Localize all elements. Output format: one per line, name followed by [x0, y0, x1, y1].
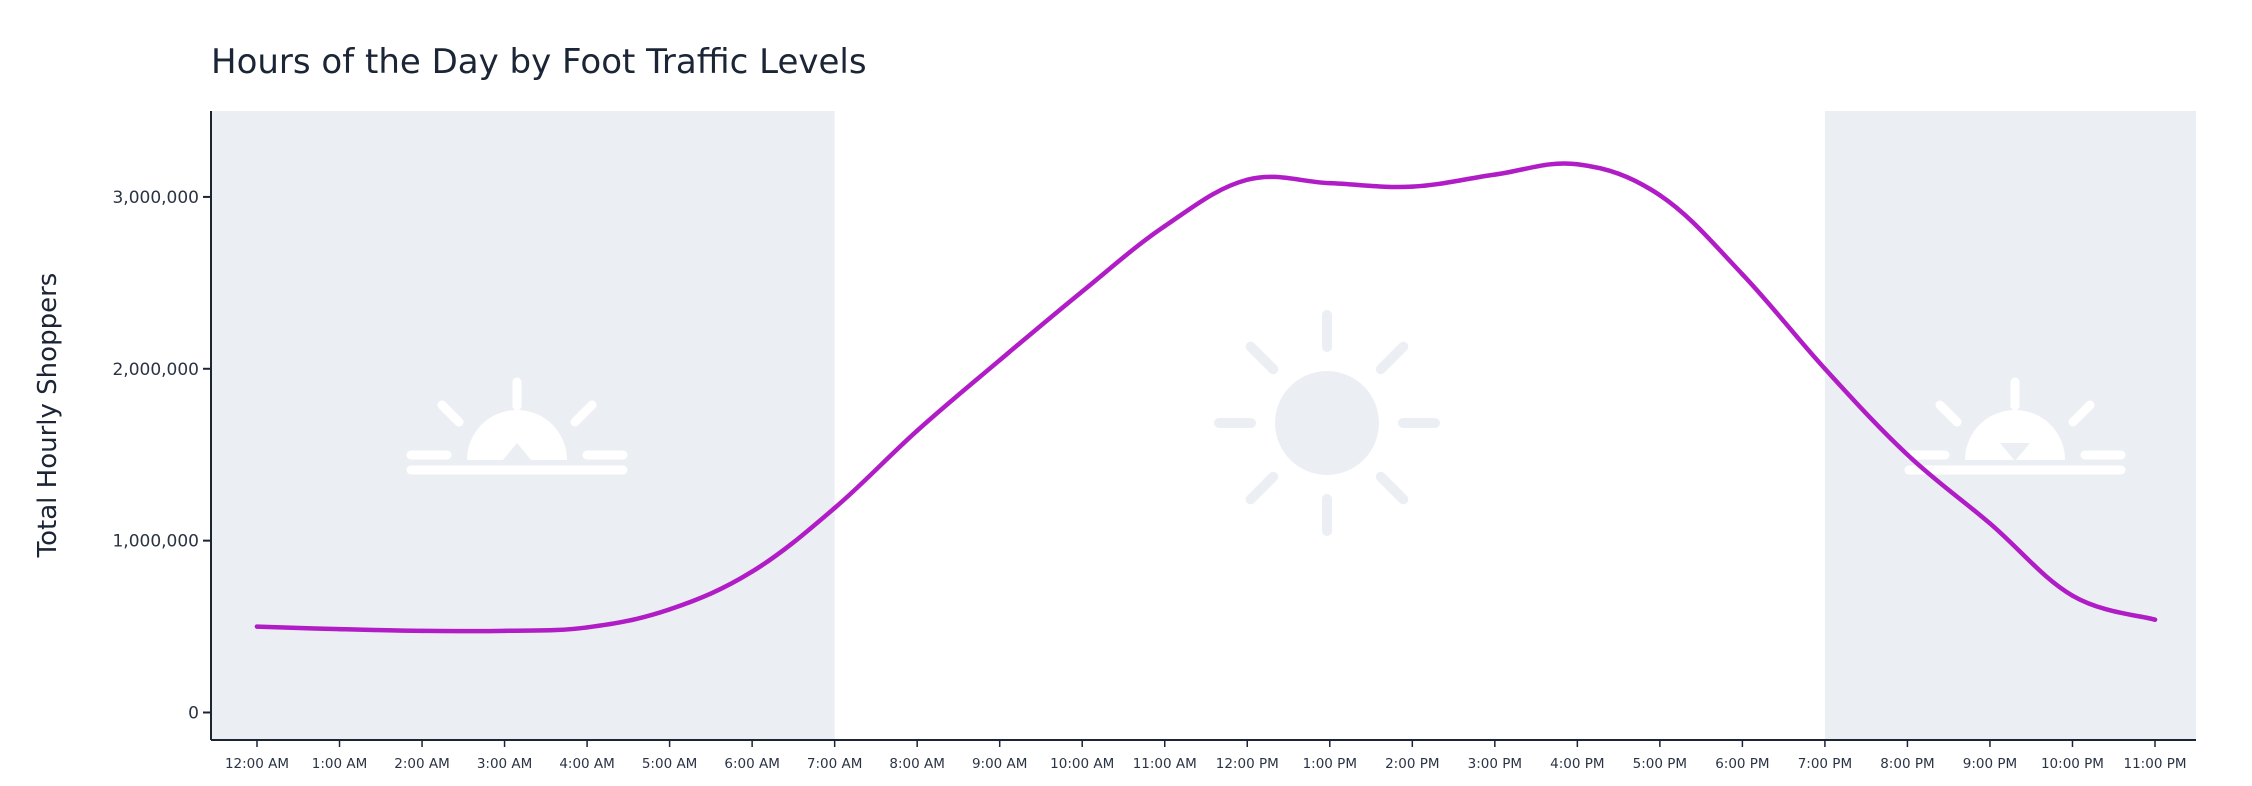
x-tick-label: 9:00 PM: [1963, 756, 2017, 772]
x-tick-label: 12:00 AM: [225, 756, 289, 772]
x-tick-label: 10:00 AM: [1050, 756, 1114, 772]
data-point: [1410, 184, 1415, 189]
data-point: [1575, 162, 1580, 167]
data-point: [1245, 177, 1250, 182]
x-tick-label: 11:00 AM: [1133, 756, 1197, 772]
x-tick-label: 11:00 PM: [2124, 756, 2187, 772]
data-point: [419, 628, 425, 634]
x-axis-ticks: 12:00 AM 1:00 AM 2:00 AM 3:00 AM 4:00 AM 5:00…: [225, 740, 2187, 772]
x-tick-label: 5:00 PM: [1633, 756, 1687, 772]
sun-icon: [1214, 310, 1440, 536]
data-point: [1740, 272, 1745, 277]
x-tick-label: 9:00 AM: [972, 756, 1028, 772]
chart-title: Hours of the Day by Foot Traffic Levels: [211, 42, 867, 82]
data-point: [749, 569, 755, 574]
data-point: [254, 624, 260, 629]
data-point: [1657, 193, 1663, 198]
sunrise-icon: [406, 377, 628, 475]
data-point: [1822, 366, 1828, 371]
data-point: [2152, 617, 2158, 622]
x-tick-label: 8:00 AM: [889, 756, 945, 772]
x-tick-label: 8:00 PM: [1880, 756, 1934, 772]
y-tick-label: 2,000,000: [112, 360, 199, 380]
data-point: [1162, 223, 1167, 229]
x-tick-label: 7:00 PM: [1798, 756, 1852, 772]
data-point: [667, 607, 672, 612]
data-point: [914, 428, 920, 433]
sunset-icon: [1904, 377, 2126, 475]
x-tick-label: 4:00 AM: [559, 756, 615, 772]
x-tick-label: 10:00 PM: [2041, 756, 2104, 772]
y-tick-label: 3,000,000: [112, 188, 199, 208]
data-point: [584, 625, 590, 630]
time-of-day-icons: [406, 310, 2126, 536]
y-tick-label: 1,000,000: [112, 532, 199, 552]
data-point: [502, 628, 507, 634]
y-axis-label: Total Hourly Shoppers: [33, 273, 63, 559]
x-tick-label: 1:00 PM: [1303, 756, 1357, 772]
y-tick-label: 0: [188, 704, 199, 724]
x-tick-label: 3:00 PM: [1468, 756, 1522, 772]
x-tick-label: 5:00 AM: [642, 756, 698, 772]
data-point: [1987, 521, 1993, 526]
data-point: [997, 357, 1002, 363]
data-point: [832, 505, 837, 511]
x-tick-label: 1:00 AM: [312, 756, 368, 772]
x-tick-label: 2:00 AM: [394, 756, 450, 772]
data-point: [1492, 172, 1498, 177]
x-tick-label: 4:00 PM: [1550, 756, 1604, 772]
data-point: [1080, 289, 1085, 294]
x-tick-label: 6:00 PM: [1715, 756, 1769, 772]
data-point: [2070, 593, 2075, 598]
x-tick-label: 2:00 PM: [1385, 756, 1439, 772]
data-point: [1905, 452, 1910, 457]
x-tick-label: 12:00 PM: [1216, 756, 1279, 772]
data-point: [1327, 180, 1332, 186]
x-tick-label: 3:00 AM: [477, 756, 533, 772]
x-tick-label: 7:00 AM: [807, 756, 863, 772]
data-point: [337, 626, 342, 632]
axes: [210, 111, 2196, 741]
y-axis-ticks: 0 1,000,000 2,000,000 3,000,000: [112, 188, 211, 724]
series-layer: [254, 161, 2158, 634]
x-tick-label: 6:00 AM: [724, 756, 780, 772]
